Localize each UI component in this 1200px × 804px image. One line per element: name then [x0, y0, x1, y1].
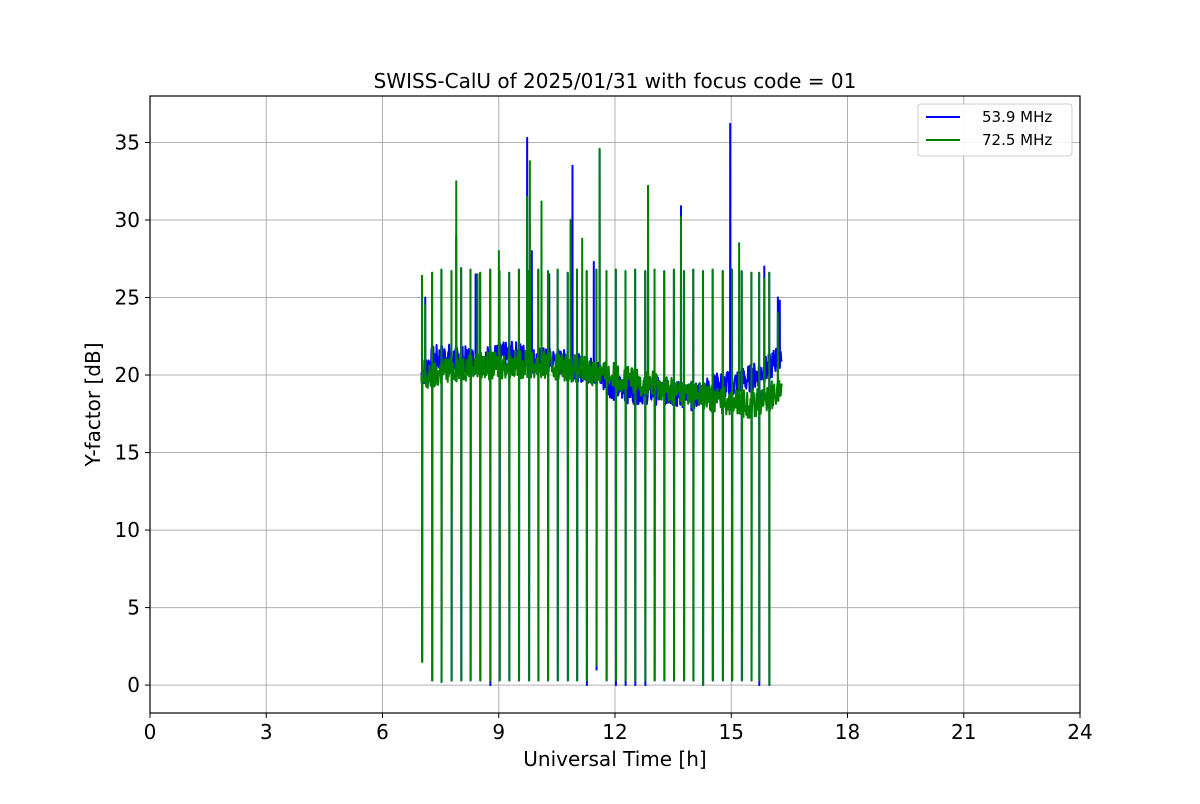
- x-tick-label: 9: [492, 720, 505, 744]
- x-tick-label: 18: [835, 720, 860, 744]
- axis-ticks: 0 3 6 9 12 15 18 21 24 0 5 10 15 20 25 30 35: [115, 131, 1093, 744]
- y-tick-label: 0: [127, 673, 140, 697]
- y-tick-label: 35: [115, 131, 140, 155]
- x-tick-label: 3: [260, 720, 273, 744]
- legend-label-series-2: 72.5 MHz: [982, 131, 1052, 149]
- series-layer: [420, 122, 783, 687]
- x-tick-label: 0: [144, 720, 157, 744]
- y-tick-label: 10: [115, 518, 140, 542]
- y-tick-label: 20: [115, 363, 140, 387]
- y-tick-label: 30: [115, 208, 140, 232]
- legend-label-series-1: 53.9 MHz: [982, 108, 1052, 126]
- chart-title: SWISS-CalU of 2025/01/31 with focus code…: [374, 69, 857, 93]
- x-tick-label: 6: [376, 720, 389, 744]
- y-tick-label: 5: [127, 596, 140, 620]
- legend: 53.9 MHz 72.5 MHz: [917, 103, 1073, 157]
- x-tick-label: 24: [1067, 720, 1092, 744]
- y-axis-title: Y-factor [dB]: [81, 342, 105, 467]
- y-tick-label: 15: [115, 441, 140, 465]
- y-tick-label: 25: [115, 286, 140, 310]
- x-axis-title: Universal Time [h]: [523, 747, 706, 771]
- series-2: [420, 147, 783, 687]
- series-line-2: [420, 147, 783, 687]
- x-tick-label: 15: [719, 720, 744, 744]
- x-tick-label: 12: [602, 720, 627, 744]
- x-tick-label: 21: [951, 720, 976, 744]
